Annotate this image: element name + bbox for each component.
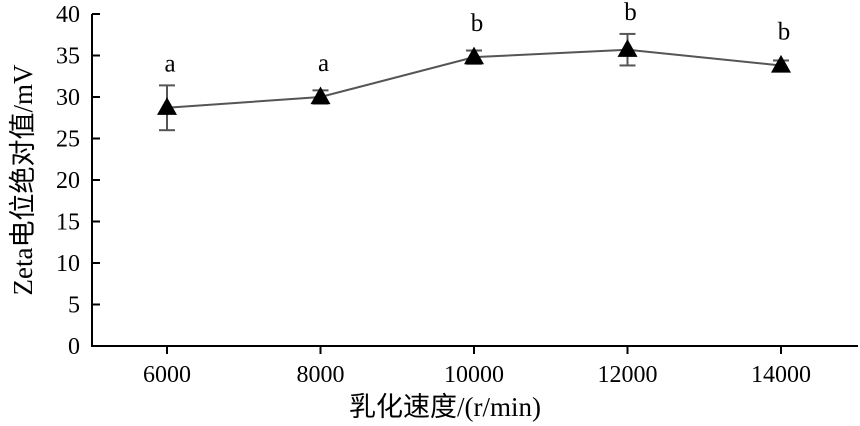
y-tick-label: 25 — [56, 127, 80, 153]
x-tick-label: 8000 — [297, 362, 345, 388]
y-tick-label: 10 — [56, 251, 80, 277]
y-tick-label: 40 — [56, 2, 80, 28]
significance-label: a — [164, 50, 175, 77]
y-tick-label: 30 — [56, 85, 80, 111]
series-layer: a a b b b — [157, 0, 791, 132]
y-tick-label: 15 — [56, 210, 80, 236]
x-tick-label: 10000 — [444, 362, 504, 388]
y-ticks: 0 5 10 15 20 25 30 35 40 — [56, 2, 100, 360]
significance-label: a — [318, 50, 329, 77]
x-tick-label: 12000 — [598, 362, 658, 388]
y-tick-label: 20 — [56, 168, 80, 194]
x-axis-title: 乳化速度/(r/min) — [349, 392, 541, 422]
significance-label: b — [778, 18, 791, 45]
x-ticks: 6000 8000 10000 12000 14000 — [143, 346, 811, 388]
significance-label: b — [471, 10, 484, 37]
data-point-marker — [771, 54, 791, 73]
data-point-marker — [617, 39, 638, 57]
y-tick-label: 0 — [68, 334, 80, 360]
x-tick-label: 14000 — [751, 362, 811, 388]
y-tick-label: 35 — [56, 44, 80, 70]
data-point-marker — [157, 97, 177, 115]
y-axis-title: Zeta电位绝对值/mV — [8, 64, 38, 295]
data-point-marker — [464, 46, 484, 65]
significance-label: b — [624, 0, 637, 26]
x-tick-label: 6000 — [143, 362, 191, 388]
data-point-marker — [310, 86, 331, 105]
y-tick-label: 5 — [68, 293, 80, 319]
